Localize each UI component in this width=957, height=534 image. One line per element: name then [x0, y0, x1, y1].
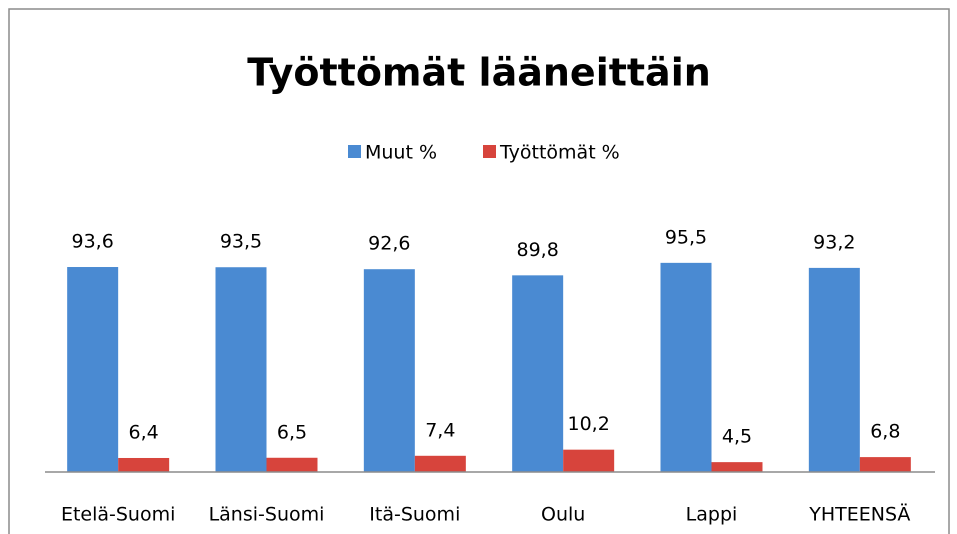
legend-label: Muut % — [365, 142, 437, 164]
bar — [859, 457, 911, 472]
data-label: 93,2 — [813, 231, 855, 253]
data-label: 6,8 — [870, 421, 900, 443]
bar — [660, 262, 712, 472]
data-label: 92,6 — [368, 233, 410, 255]
data-label: 7,4 — [425, 419, 455, 441]
bar — [266, 457, 318, 472]
bar — [414, 455, 466, 472]
bar — [215, 267, 267, 472]
bar — [711, 462, 763, 472]
x-tick-label: Itä-Suomi — [369, 504, 460, 526]
data-label: 93,6 — [72, 231, 114, 253]
bar — [563, 449, 615, 472]
data-label: 93,5 — [220, 231, 262, 253]
data-label: 6,4 — [129, 421, 159, 443]
legend-label: Työttömät % — [499, 142, 620, 164]
chart-border — [8, 8, 950, 534]
legend-swatch — [483, 145, 496, 158]
data-label: 95,5 — [665, 226, 707, 248]
bar — [808, 267, 860, 472]
x-tick-label: Oulu — [541, 504, 585, 526]
bar — [512, 275, 564, 472]
chart-title: Työttömät lääneittäin — [247, 51, 711, 95]
data-label: 10,2 — [568, 413, 610, 435]
data-label: 6,5 — [277, 421, 307, 443]
x-tick-label: Lappi — [686, 504, 738, 526]
bar — [363, 269, 415, 472]
legend-swatch — [348, 145, 361, 158]
data-label: 4,5 — [722, 426, 752, 448]
x-tick-label: Länsi-Suomi — [209, 504, 325, 526]
x-tick-label: Etelä-Suomi — [61, 504, 175, 526]
x-tick-label: YHTEENSÄ — [808, 503, 910, 526]
bar — [67, 267, 119, 472]
data-label: 89,8 — [517, 239, 559, 261]
bar — [118, 457, 170, 472]
